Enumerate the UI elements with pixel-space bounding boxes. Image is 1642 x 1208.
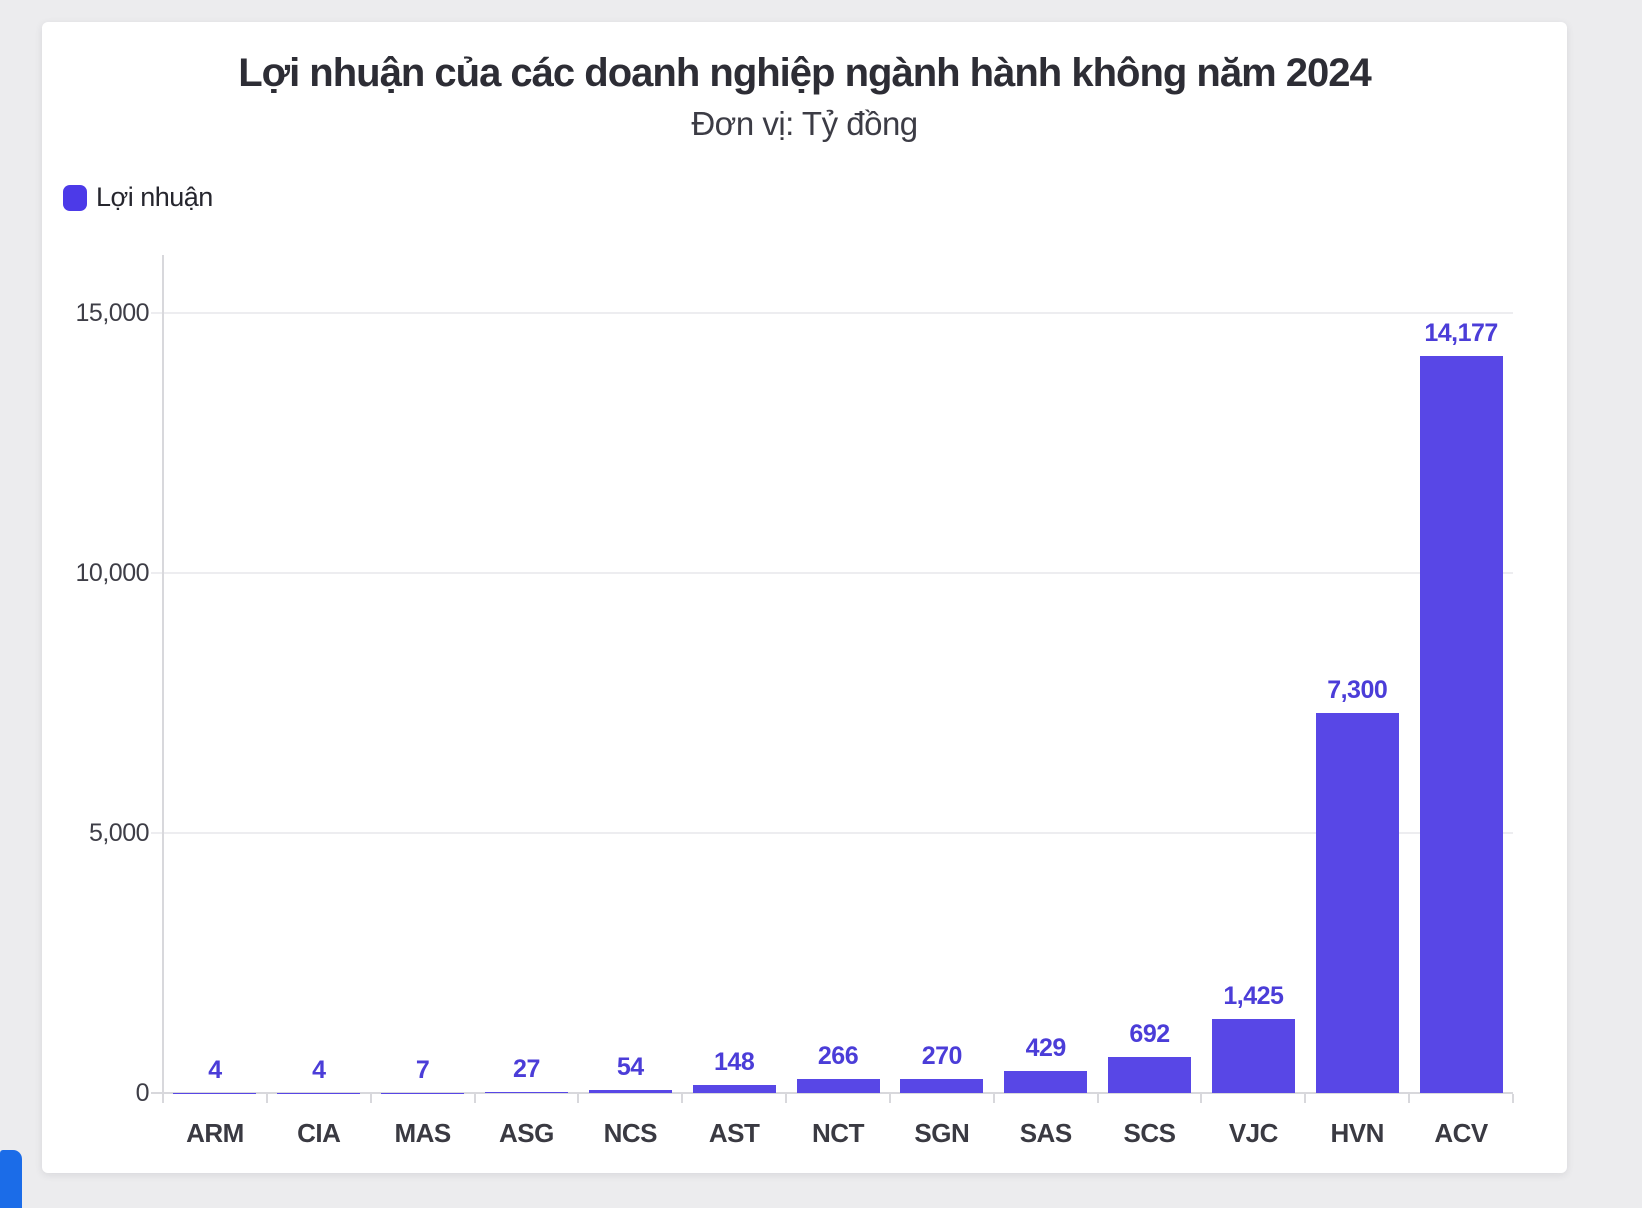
y-axis-tick-label: 5,000	[88, 819, 150, 847]
x-axis-line	[151, 1092, 1513, 1094]
x-axis-tick	[1304, 1094, 1307, 1103]
x-axis-tick	[162, 1094, 164, 1103]
x-axis-tick	[369, 1094, 372, 1103]
bar-chart-plot-area: 0 5,000 10,000 15,000 4 ARM 4 CIA 7 MAS 27 ASG 54 NCS…	[42, 22, 1567, 1173]
x-category-label: NCS	[603, 1118, 658, 1148]
bar-nct[interactable]	[796, 1079, 880, 1093]
x-category-label: NCT	[812, 1118, 864, 1148]
bar-value-label: 429	[1025, 1033, 1067, 1062]
bar-value-label: 270	[921, 1041, 963, 1070]
bar-value-label: 4	[208, 1055, 222, 1084]
legend-swatch[interactable]	[63, 184, 87, 211]
y-axis-line	[162, 255, 164, 1093]
chart-card: Lợi nhuận của các doanh nghiệp ngành hàn…	[42, 22, 1567, 1173]
x-category-label: ACV	[1434, 1118, 1488, 1148]
bar-value-label: 27	[513, 1054, 540, 1083]
x-category-label: ASG	[499, 1118, 554, 1148]
bar-ast[interactable]	[692, 1085, 776, 1093]
bar-sas[interactable]	[1004, 1070, 1088, 1093]
gridline	[151, 832, 1513, 834]
bar-value-label: 692	[1129, 1020, 1170, 1049]
y-axis-tick-label: 10,000	[75, 559, 150, 587]
x-axis-tick	[1200, 1094, 1203, 1103]
x-category-label: ARM	[186, 1118, 244, 1148]
y-axis-tick-label: 15,000	[75, 299, 150, 327]
x-axis-tick	[1408, 1094, 1411, 1103]
chart-subtitle: Đơn vị: Tỷ đồng	[691, 105, 918, 142]
x-axis-tick	[992, 1094, 995, 1103]
x-category-label: CIA	[297, 1118, 341, 1148]
bar-value-label: 266	[817, 1042, 859, 1071]
legend: Lợi nhuận	[63, 182, 213, 213]
chart-title: Lợi nhuận của các doanh nghiệp ngành hàn…	[238, 51, 1372, 95]
bar-value-label: 148	[714, 1048, 755, 1077]
bar-acv[interactable]	[1419, 355, 1503, 1093]
bottom-left-corner-button[interactable]	[0, 1150, 22, 1208]
x-category-label: MAS	[394, 1118, 451, 1148]
x-category-label: VJC	[1228, 1118, 1279, 1148]
bar-value-label: 1,425	[1223, 981, 1284, 1010]
x-axis-tick	[785, 1094, 788, 1103]
x-axis-tick	[577, 1094, 580, 1103]
bar-sgn[interactable]	[900, 1078, 984, 1093]
bar-value-label: 7,300	[1327, 676, 1388, 705]
bar-value-label: 54	[616, 1053, 644, 1082]
x-axis-tick	[473, 1094, 476, 1103]
x-category-label: SGN	[914, 1118, 970, 1148]
legend-label: Lợi nhuận	[96, 182, 213, 212]
bar-value-label: 14,177	[1424, 318, 1498, 347]
bar-ncs[interactable]	[588, 1090, 672, 1093]
bar-value-label: 7	[415, 1055, 430, 1084]
bar-scs[interactable]	[1108, 1057, 1192, 1093]
x-axis-tick	[1512, 1094, 1514, 1103]
gridline	[151, 312, 1513, 314]
x-axis-tick	[1096, 1094, 1099, 1103]
x-axis-tick	[265, 1094, 268, 1103]
x-category-label: AST	[708, 1118, 760, 1148]
y-axis-tick-label: 0	[135, 1079, 150, 1107]
x-axis-tick	[888, 1094, 891, 1103]
bar-vjc[interactable]	[1211, 1018, 1295, 1093]
x-category-label: SCS	[1123, 1118, 1176, 1148]
bar-value-label: 4	[312, 1055, 326, 1084]
x-axis-tick	[681, 1094, 684, 1103]
bar-hvn[interactable]	[1315, 713, 1399, 1093]
gridline	[151, 572, 1513, 574]
x-category-label: HVN	[1330, 1118, 1385, 1148]
x-category-label: SAS	[1019, 1118, 1072, 1148]
bar-asg[interactable]	[484, 1091, 568, 1093]
